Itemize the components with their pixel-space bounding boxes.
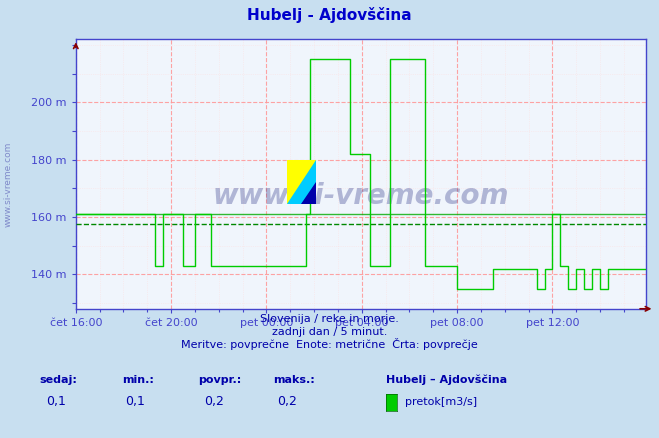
Text: zadnji dan / 5 minut.: zadnji dan / 5 minut.: [272, 327, 387, 337]
Text: min.:: min.:: [122, 375, 154, 385]
Text: 0,1: 0,1: [125, 395, 145, 408]
Text: www.si-vreme.com: www.si-vreme.com: [3, 141, 13, 226]
Text: maks.:: maks.:: [273, 375, 315, 385]
Text: 0,2: 0,2: [277, 395, 297, 408]
Text: 0,2: 0,2: [204, 395, 224, 408]
Text: pretok[m3/s]: pretok[m3/s]: [405, 397, 477, 407]
Text: Slovenija / reke in morje.: Slovenija / reke in morje.: [260, 314, 399, 324]
Text: Meritve: povprečne  Enote: metrične  Črta: povprečje: Meritve: povprečne Enote: metrične Črta:…: [181, 338, 478, 350]
Text: povpr.:: povpr.:: [198, 375, 241, 385]
Text: Hubelj – Ajdovščina: Hubelj – Ajdovščina: [386, 375, 507, 385]
Polygon shape: [287, 160, 316, 204]
Text: 0,1: 0,1: [46, 395, 66, 408]
Text: www.si-vreme.com: www.si-vreme.com: [213, 182, 509, 210]
Text: Hubelj - Ajdovščina: Hubelj - Ajdovščina: [247, 7, 412, 23]
Text: sedaj:: sedaj:: [40, 375, 77, 385]
Polygon shape: [287, 160, 316, 204]
Polygon shape: [302, 182, 316, 204]
